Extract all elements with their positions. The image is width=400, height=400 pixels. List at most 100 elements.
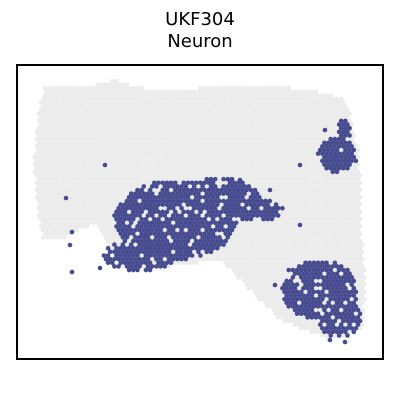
- background-spot: [179, 118, 184, 124]
- background-spot: [91, 147, 96, 153]
- background-spot: [336, 260, 342, 265]
- background-spot: [63, 216, 69, 222]
- background-spot: [139, 100, 144, 105]
- background-spot: [257, 187, 262, 193]
- highlighted-spot: [320, 325, 325, 331]
- highlighted-spot: [225, 184, 231, 189]
- background-spot: [246, 155, 251, 160]
- background-spot: [271, 126, 277, 131]
- background-spot: [334, 184, 340, 189]
- highlighted-spot: [336, 296, 342, 302]
- background-spot: [87, 184, 92, 189]
- background-spot: [112, 227, 117, 233]
- background-spot: [181, 158, 186, 164]
- background-spot: [185, 158, 191, 164]
- highlighted-spot: [158, 227, 163, 233]
- highlighted-spot: [231, 209, 237, 215]
- highlighted-spot: [126, 216, 132, 222]
- background-spot: [315, 136, 321, 142]
- background-spot: [299, 107, 304, 113]
- background-spot: [61, 220, 67, 225]
- background-spot: [292, 111, 298, 116]
- background-spot: [261, 166, 266, 171]
- background-spot: [66, 155, 71, 160]
- highlighted-spot: [341, 289, 346, 295]
- background-spot: [294, 209, 300, 215]
- background-spot: [118, 93, 123, 98]
- background-spot: [145, 176, 151, 182]
- background-spot: [61, 162, 67, 167]
- highlighted-spot: [149, 242, 155, 247]
- background-spot: [315, 202, 321, 207]
- highlighted-spot: [164, 231, 170, 236]
- background-spot: [309, 126, 314, 131]
- highlighted-spot: [116, 227, 121, 233]
- highlighted-spot: [116, 205, 121, 211]
- highlighted-spot: [338, 315, 344, 320]
- highlighted-spot: [131, 267, 136, 273]
- highlighted-spot: [147, 231, 153, 236]
- background-spot: [288, 315, 293, 320]
- highlighted-spot: [126, 224, 132, 229]
- background-spot: [301, 256, 306, 262]
- background-spot: [280, 271, 285, 276]
- background-spot: [299, 136, 304, 142]
- background-spot: [334, 220, 340, 225]
- background-spot: [259, 96, 264, 102]
- background-spot: [133, 169, 138, 175]
- background-spot: [282, 311, 287, 316]
- background-spot: [204, 162, 209, 167]
- background-spot: [355, 191, 361, 196]
- highlighted-spot: [114, 224, 119, 229]
- background-spot: [196, 96, 201, 102]
- background-spot: [242, 140, 247, 145]
- background-spot: [349, 195, 354, 200]
- highlighted-spot: [246, 198, 252, 204]
- highlighted-spot: [198, 180, 203, 186]
- highlighted-spot: [158, 220, 163, 226]
- background-spot: [332, 231, 338, 236]
- highlighted-spot: [135, 267, 140, 273]
- background-spot: [36, 155, 41, 160]
- background-spot: [311, 238, 317, 244]
- background-spot: [240, 238, 245, 244]
- highlighted-spot: [351, 315, 357, 320]
- highlighted-spot: [320, 260, 325, 266]
- background-spot: [303, 107, 308, 113]
- background-spot: [303, 195, 308, 200]
- background-spot: [240, 85, 245, 91]
- background-spot: [276, 271, 281, 276]
- background-spot: [286, 144, 291, 149]
- highlighted-spot: [320, 144, 325, 149]
- background-spot: [278, 93, 283, 98]
- background-spot: [276, 286, 281, 291]
- background-spot: [339, 111, 344, 116]
- highlighted-spot: [139, 195, 144, 200]
- background-spot: [45, 111, 50, 116]
- background-spot: [347, 169, 352, 175]
- background-spot: [162, 89, 167, 95]
- background-spot: [76, 187, 81, 193]
- background-spot: [278, 282, 283, 287]
- background-spot: [213, 89, 218, 95]
- background-spot: [294, 260, 300, 265]
- highlighted-spot: [342, 339, 348, 345]
- highlighted-spot: [324, 165, 329, 171]
- background-spot: [315, 158, 321, 164]
- highlighted-spot: [128, 249, 134, 255]
- highlighted-spot: [345, 333, 350, 338]
- background-spot: [231, 85, 237, 91]
- background-spot: [114, 202, 119, 207]
- highlighted-spot: [187, 227, 193, 233]
- background-spot: [210, 129, 216, 135]
- highlighted-spot: [164, 238, 170, 244]
- highlighted-spot: [355, 315, 361, 320]
- highlighted-spot: [336, 333, 342, 338]
- background-spot: [334, 96, 340, 102]
- background-spot: [343, 206, 348, 211]
- highlighted-spot: [357, 311, 363, 316]
- background-spot: [87, 126, 92, 131]
- background-spot: [198, 136, 203, 142]
- background-spot: [282, 136, 287, 142]
- highlighted-spot: [126, 231, 132, 236]
